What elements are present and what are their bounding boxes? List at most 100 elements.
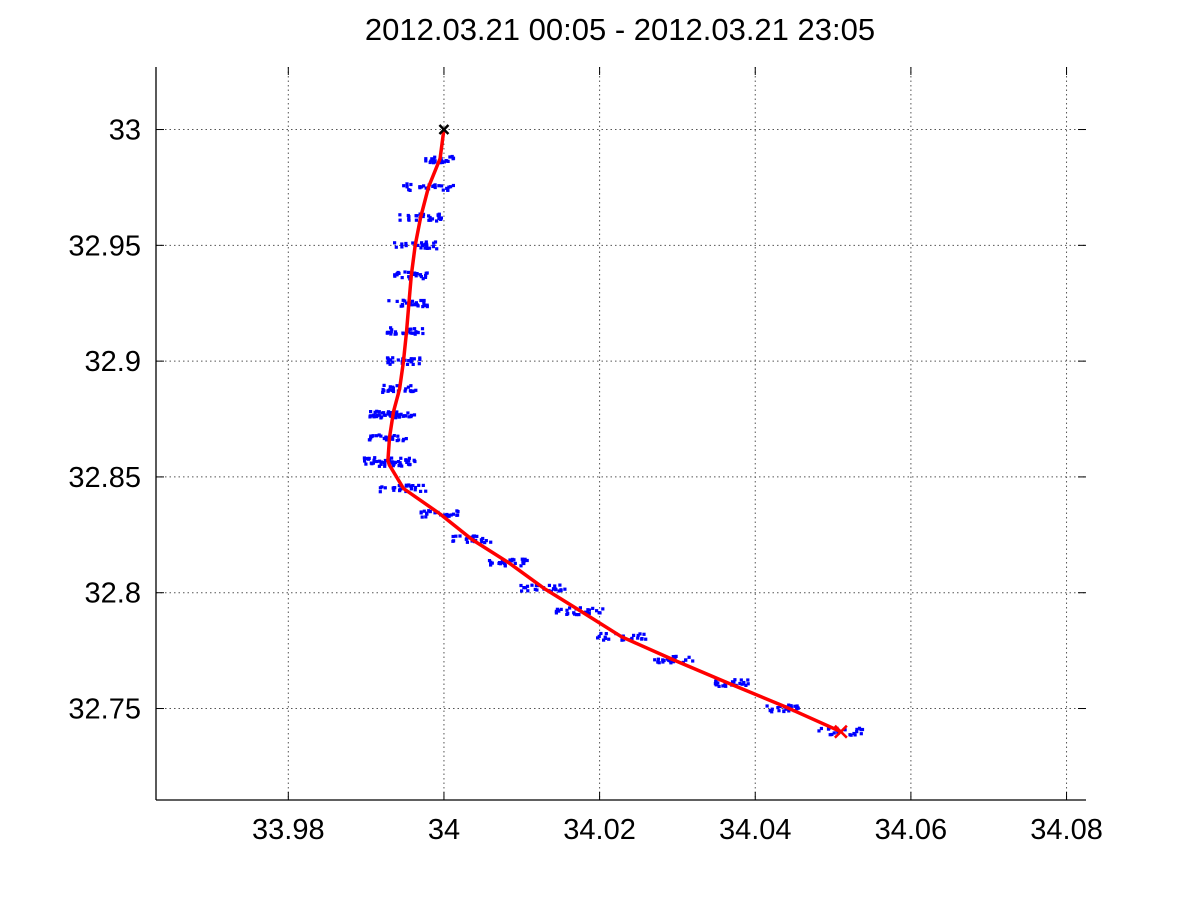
scatter-point — [738, 681, 742, 686]
scatter-point — [451, 157, 455, 161]
start-marker — [438, 124, 450, 135]
scatter-point — [501, 561, 505, 565]
scatter-point — [388, 385, 392, 389]
scatter-point — [777, 709, 781, 713]
x-tick-label: 34.08 — [1030, 814, 1103, 846]
scatter-point — [411, 362, 415, 366]
scatter-point — [450, 154, 454, 159]
scatter-point — [526, 589, 530, 593]
scatter-point — [419, 298, 423, 303]
scatter-point — [409, 413, 413, 417]
scatter-point — [572, 611, 576, 615]
scatter-point — [419, 246, 423, 250]
scatter-point — [417, 483, 421, 487]
scatter-point — [554, 609, 558, 613]
scatter-point — [443, 513, 447, 517]
scatter-point — [409, 182, 413, 187]
scatter-point — [670, 659, 674, 663]
chart-title: 2012.03.21 00:05 - 2012.03.21 23:05 — [365, 12, 875, 47]
scatter-point — [405, 185, 409, 189]
scatter-point — [412, 357, 416, 361]
scatter-point — [595, 609, 599, 613]
scatter-point — [398, 213, 402, 217]
scatter-point — [691, 659, 695, 663]
scatter-point — [397, 438, 401, 442]
scatter-point — [404, 437, 408, 441]
scatter-point — [439, 217, 443, 221]
scatter-point — [793, 704, 797, 708]
scatter-point — [533, 587, 537, 591]
scatter-point — [843, 728, 847, 732]
scatter-point — [717, 684, 721, 688]
scatter-point — [388, 362, 392, 366]
scatter-point — [377, 464, 381, 468]
scatter-point — [456, 513, 460, 517]
scatter-point — [399, 304, 403, 308]
scatter-point — [424, 159, 428, 163]
scatter-point — [585, 611, 589, 615]
scatter-point — [407, 415, 411, 419]
scatter-point — [377, 433, 381, 437]
scatter-point — [547, 583, 551, 587]
scatter-point — [435, 219, 439, 223]
scatter-point — [828, 733, 832, 737]
scatter-point — [502, 561, 507, 565]
scatter-point — [730, 680, 735, 684]
scatter-point — [860, 727, 865, 732]
track-line — [386, 127, 843, 734]
scatter-point — [404, 241, 408, 246]
scatter-point — [778, 704, 782, 709]
scatter-point — [525, 584, 530, 588]
scatter-point — [380, 485, 384, 489]
scatter-point — [395, 299, 399, 303]
scatter-point — [400, 276, 404, 280]
scatter-point — [859, 732, 863, 736]
scatter-point — [405, 182, 409, 186]
scatter-point — [374, 434, 378, 438]
scatter-point — [384, 438, 389, 442]
scatter-point — [406, 270, 411, 274]
scatter-point — [380, 415, 384, 419]
scatter-point — [404, 414, 408, 418]
scatter-point — [413, 488, 417, 492]
scatter-point — [520, 589, 524, 593]
scatter-point — [393, 330, 398, 334]
scatter-point — [404, 387, 408, 391]
scatter-point — [421, 331, 425, 336]
scatter-point — [424, 273, 428, 278]
scatter-point — [423, 303, 427, 308]
scatter-point — [391, 356, 395, 360]
scatter-point — [372, 413, 376, 417]
scatter-point — [397, 484, 401, 488]
scatter-point — [424, 186, 428, 190]
scatter-point — [383, 464, 387, 468]
scatter-point — [424, 489, 428, 493]
scatter-point — [565, 608, 569, 612]
scatter-point — [415, 272, 419, 276]
scatter-point — [392, 434, 396, 438]
scatter-point — [431, 158, 435, 162]
scatter-point — [684, 658, 688, 662]
scatter-point — [423, 275, 428, 279]
scatter-point — [433, 159, 437, 163]
axes — [155, 67, 1086, 801]
scatter-point — [397, 415, 401, 419]
scatter-point — [402, 437, 406, 441]
scatter-point — [424, 240, 428, 244]
scatter-point — [395, 384, 399, 388]
scatter-point — [421, 305, 425, 309]
scatter-point — [553, 584, 557, 588]
scatter-point — [420, 241, 424, 245]
scatter-point — [638, 632, 642, 636]
scatter-point — [390, 328, 394, 332]
scatter-point — [394, 332, 398, 336]
scatter-point — [447, 185, 451, 189]
scatter-point — [383, 458, 387, 463]
scatter-point — [379, 460, 384, 464]
scatter-point — [452, 539, 456, 543]
scatter-point — [653, 658, 657, 662]
y-tick-label: 32.95 — [68, 230, 141, 262]
scatter-point — [574, 613, 579, 617]
scatter-point — [428, 215, 432, 220]
scatter-point — [437, 216, 441, 221]
